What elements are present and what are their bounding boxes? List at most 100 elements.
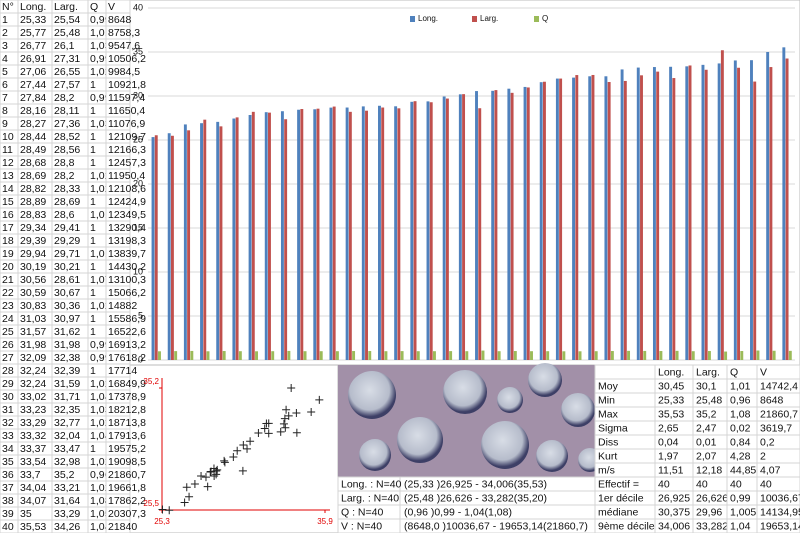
table-cell: 26 — [2, 339, 14, 351]
table-cell: 35 — [20, 508, 32, 520]
table-cell: 0,96 — [90, 469, 111, 481]
bar — [675, 350, 679, 360]
stats-value: 11,51 — [658, 464, 684, 476]
bar — [426, 101, 430, 361]
point — [287, 384, 296, 392]
table-cell: 31,62 — [54, 326, 80, 338]
bar — [361, 106, 365, 360]
bar — [523, 86, 527, 360]
table-cell: 0,99 — [90, 352, 111, 364]
table-cell: 12109,7 — [108, 131, 146, 143]
table-cell: 8 — [2, 105, 8, 117]
table-cell: 25,48 — [54, 27, 80, 39]
table-cell: 27,06 — [20, 66, 46, 78]
bar — [701, 64, 705, 361]
table-cell: 1,01 — [90, 27, 111, 39]
table-cell: 29,94 — [20, 248, 46, 260]
bar — [190, 350, 194, 360]
point — [229, 453, 238, 462]
bar — [591, 74, 595, 360]
table-cell: 12 — [2, 157, 14, 169]
point — [158, 505, 167, 514]
stats-label: 1er décile — [598, 492, 644, 504]
bar — [394, 106, 398, 361]
table-cell: 9547,6 — [108, 40, 140, 52]
stats-value: 35,2 — [696, 408, 717, 420]
y-tick-label: 35 — [133, 46, 143, 56]
stats-value: 0,2 — [760, 436, 775, 448]
bar — [268, 112, 271, 360]
y-tick-label: 5 — [138, 310, 143, 320]
bar — [410, 101, 414, 361]
cell — [528, 363, 562, 397]
table-cell: 28,16 — [20, 105, 46, 117]
summary-label: V : N=40 — [341, 520, 382, 532]
point — [264, 429, 273, 438]
table-cell: 11650,4 — [108, 105, 145, 117]
table-cell: 23 — [2, 300, 14, 312]
table-cell: 1,02 — [90, 66, 111, 78]
point — [307, 408, 316, 417]
table-cell: 39 — [2, 508, 14, 520]
table-cell: 25,33 — [20, 14, 46, 26]
table-cell: 17 — [2, 222, 14, 234]
stats-value: 3619,7 — [760, 422, 792, 434]
x-tick-label: 35,9 — [317, 517, 333, 526]
point — [292, 409, 301, 418]
stats-header: Q — [730, 366, 738, 378]
bar — [640, 75, 643, 360]
table-cell: 18713,8 — [108, 417, 146, 429]
bar — [287, 350, 291, 360]
y-tick-label: 15 — [133, 222, 143, 232]
point — [243, 444, 252, 453]
bar — [384, 351, 388, 360]
stats-value: 2,65 — [658, 422, 679, 434]
table-cell: 29,29 — [54, 235, 80, 247]
table-cell: 28,2 — [54, 170, 75, 182]
table-cell: 15066,2 — [108, 287, 146, 299]
point — [203, 482, 212, 491]
table-cell: 28,89 — [20, 196, 46, 208]
table-cell: 21 — [2, 274, 14, 286]
table-cell: 32,77 — [54, 417, 80, 429]
table-cell: 33,29 — [54, 508, 80, 520]
cell — [497, 387, 523, 413]
table-cell: 35,53 — [20, 521, 46, 533]
point — [254, 429, 263, 438]
table-cell: 28,8 — [54, 157, 75, 169]
table-cell: 12424,9 — [108, 196, 146, 208]
table-cell: 1 — [90, 144, 96, 156]
table-cell: 33,7 — [20, 469, 41, 481]
point — [282, 405, 291, 414]
bar — [416, 351, 420, 360]
bar — [562, 351, 566, 360]
bar — [329, 107, 333, 360]
stats-value: 1,97 — [658, 450, 679, 462]
bar — [335, 351, 339, 360]
stats-label: Effectif = — [598, 478, 639, 490]
table-cell: 1,04 — [90, 430, 111, 442]
table-cell: 32,04 — [54, 430, 80, 442]
table-cell: 31 — [2, 404, 14, 416]
stats-value: 26,626 — [696, 492, 728, 504]
table-cell: 18212,8 — [108, 404, 146, 416]
bar — [559, 78, 563, 361]
stats-value: 8648 — [760, 394, 784, 406]
micrograph — [338, 363, 602, 477]
stats-value: 0,96 — [730, 394, 751, 406]
column-header: N° — [2, 1, 14, 13]
stats-value: 29,96 — [696, 506, 722, 518]
bar — [636, 67, 640, 361]
table-cell: 28,83 — [20, 209, 46, 221]
stats-value: 1,04 — [730, 520, 751, 532]
table-cell: 2 — [2, 27, 8, 39]
table-cell: 17618,2 — [108, 352, 146, 364]
y-tick-label: 20 — [133, 178, 143, 188]
bar — [769, 67, 773, 360]
table-cell: 10 — [2, 131, 14, 143]
table-cell: 1,04 — [90, 391, 111, 403]
bar — [578, 351, 582, 360]
cell — [443, 370, 487, 414]
table-cell: 28,27 — [20, 118, 46, 130]
